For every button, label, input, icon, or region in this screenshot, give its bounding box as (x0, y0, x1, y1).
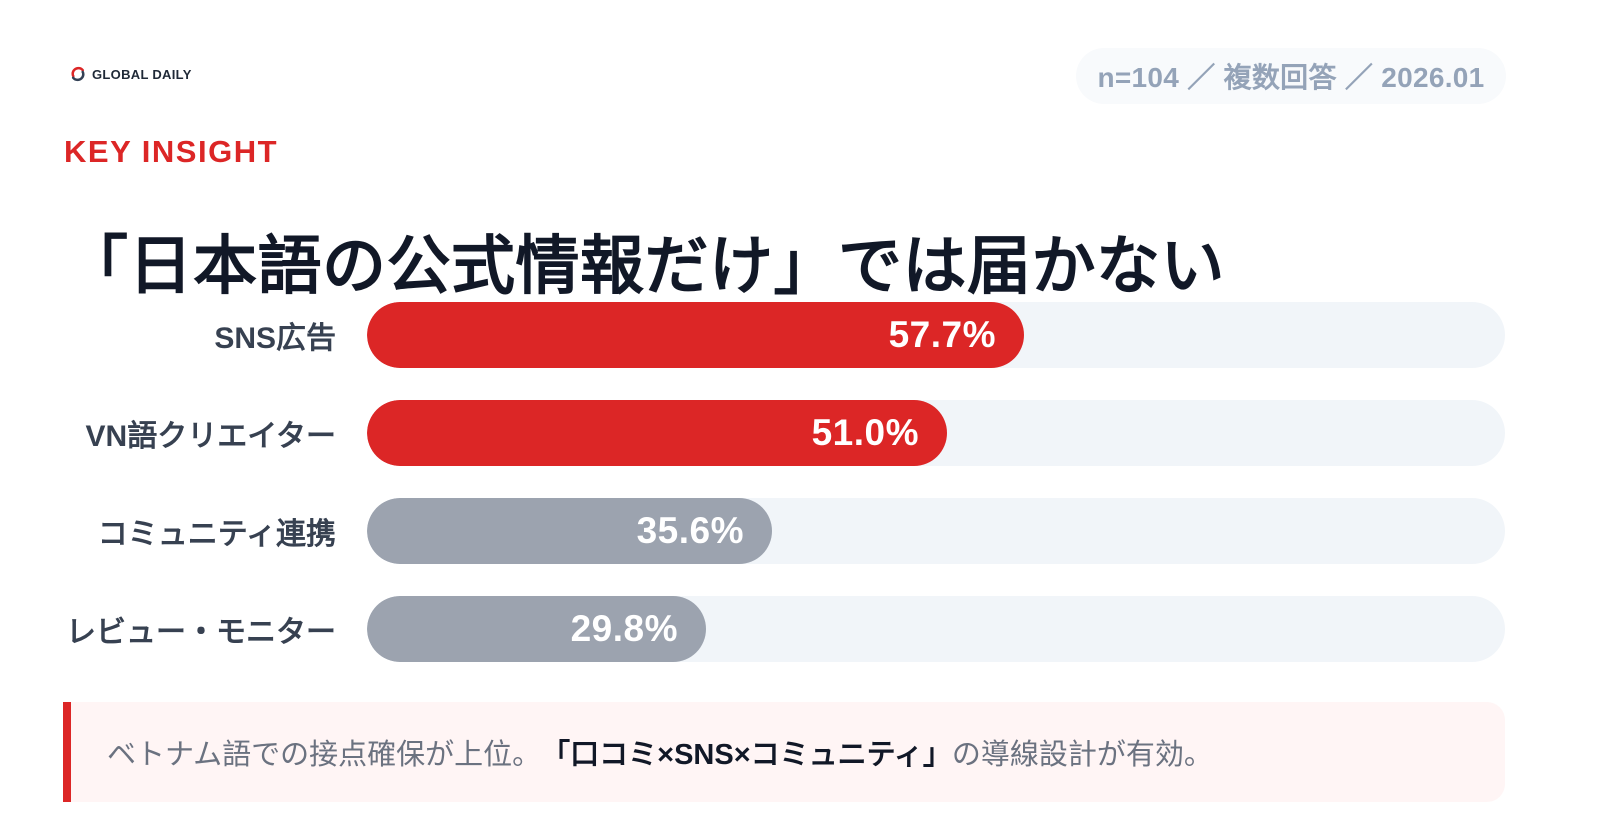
bar-fill: 57.7% (367, 302, 1024, 368)
bar-value-label: 29.8% (570, 608, 678, 649)
bar-row: コミュニティ連携 35.6% (0, 498, 1600, 564)
bar-row: VN語クリエイター 51.0% (0, 400, 1600, 466)
bar-category-label: コミュニティ連携 (97, 518, 336, 551)
callout-suffix: の導線設計が有効。 (951, 739, 1213, 771)
bar-track: 57.7% (367, 302, 1505, 368)
bar-value-label: 51.0% (811, 412, 919, 453)
survey-meta-text: n=104 ／ 複数回答 ／ 2026.01 (1097, 62, 1485, 93)
bar-row: SNS広告 57.7% (0, 302, 1600, 368)
brand-name: GLOBAL DAILY (92, 66, 192, 82)
bar-fill: 35.6% (367, 498, 772, 564)
bar-track: 29.8% (367, 596, 1505, 662)
bar-value-label: 35.6% (636, 510, 744, 551)
bar-track: 35.6% (367, 498, 1505, 564)
bar-category-label: レビュー・モニター (66, 616, 336, 649)
bar-row: レビュー・モニター 29.8% (0, 596, 1600, 662)
survey-meta-pill: n=104 ／ 複数回答 ／ 2026.01 (1076, 48, 1506, 104)
brand: GLOBAL DAILY (70, 66, 192, 82)
bar-category-label: SNS広告 (214, 322, 336, 355)
insight-callout: ベトナム語での接点確保が上位。 「口コミ×SNS×コミュニティ」 の導線設計が有… (63, 702, 1505, 802)
callout-emphasis: 「口コミ×SNS×コミュニティ」 (541, 739, 952, 771)
page-title: 「日本語の公式情報だけ」では届かない (64, 229, 1225, 302)
bar-value-label: 57.7% (888, 314, 996, 355)
key-insight-label: KEY INSIGHT (64, 134, 279, 169)
global-daily-logo-icon (71, 66, 85, 82)
bar-track: 51.0% (367, 400, 1505, 466)
bar-fill: 51.0% (367, 400, 947, 466)
callout-prefix: ベトナム語での接点確保が上位。 (107, 739, 542, 771)
bar-category-label: VN語クリエイター (85, 420, 336, 453)
bar-fill: 29.8% (367, 596, 706, 662)
